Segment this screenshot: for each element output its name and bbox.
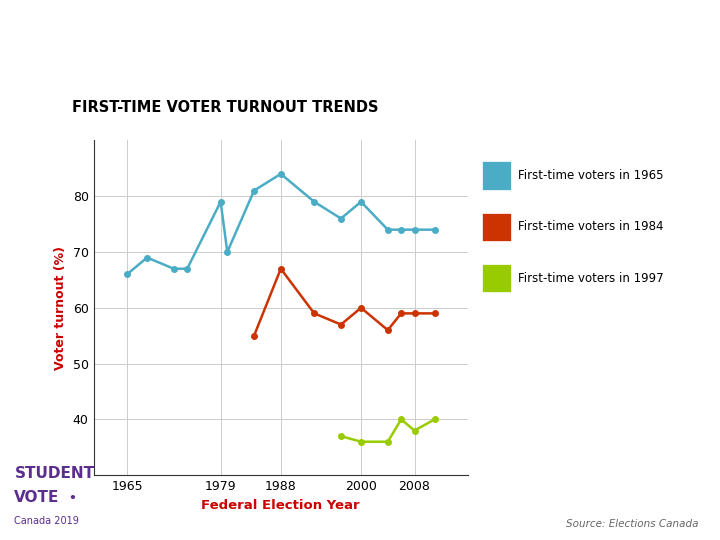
Text: VOTE: VOTE [14,490,60,505]
Text: Canada 2019: Canada 2019 [14,516,79,526]
Text: First time voting matters: First time voting matters [123,30,597,63]
Text: First-time voters in 1965: First-time voters in 1965 [518,169,664,182]
X-axis label: Federal Election Year: Federal Election Year [202,498,360,511]
Text: FIRST-TIME VOTER TURNOUT TRENDS: FIRST-TIME VOTER TURNOUT TRENDS [72,100,379,115]
Text: First-time voters in 1997: First-time voters in 1997 [518,272,664,285]
Y-axis label: Voter turnout (%): Voter turnout (%) [54,246,67,370]
Text: STUDENT: STUDENT [14,465,94,481]
Text: •: • [68,492,76,505]
Text: Source: Elections Canada: Source: Elections Canada [566,519,698,529]
Text: First-time voters in 1984: First-time voters in 1984 [518,220,664,233]
